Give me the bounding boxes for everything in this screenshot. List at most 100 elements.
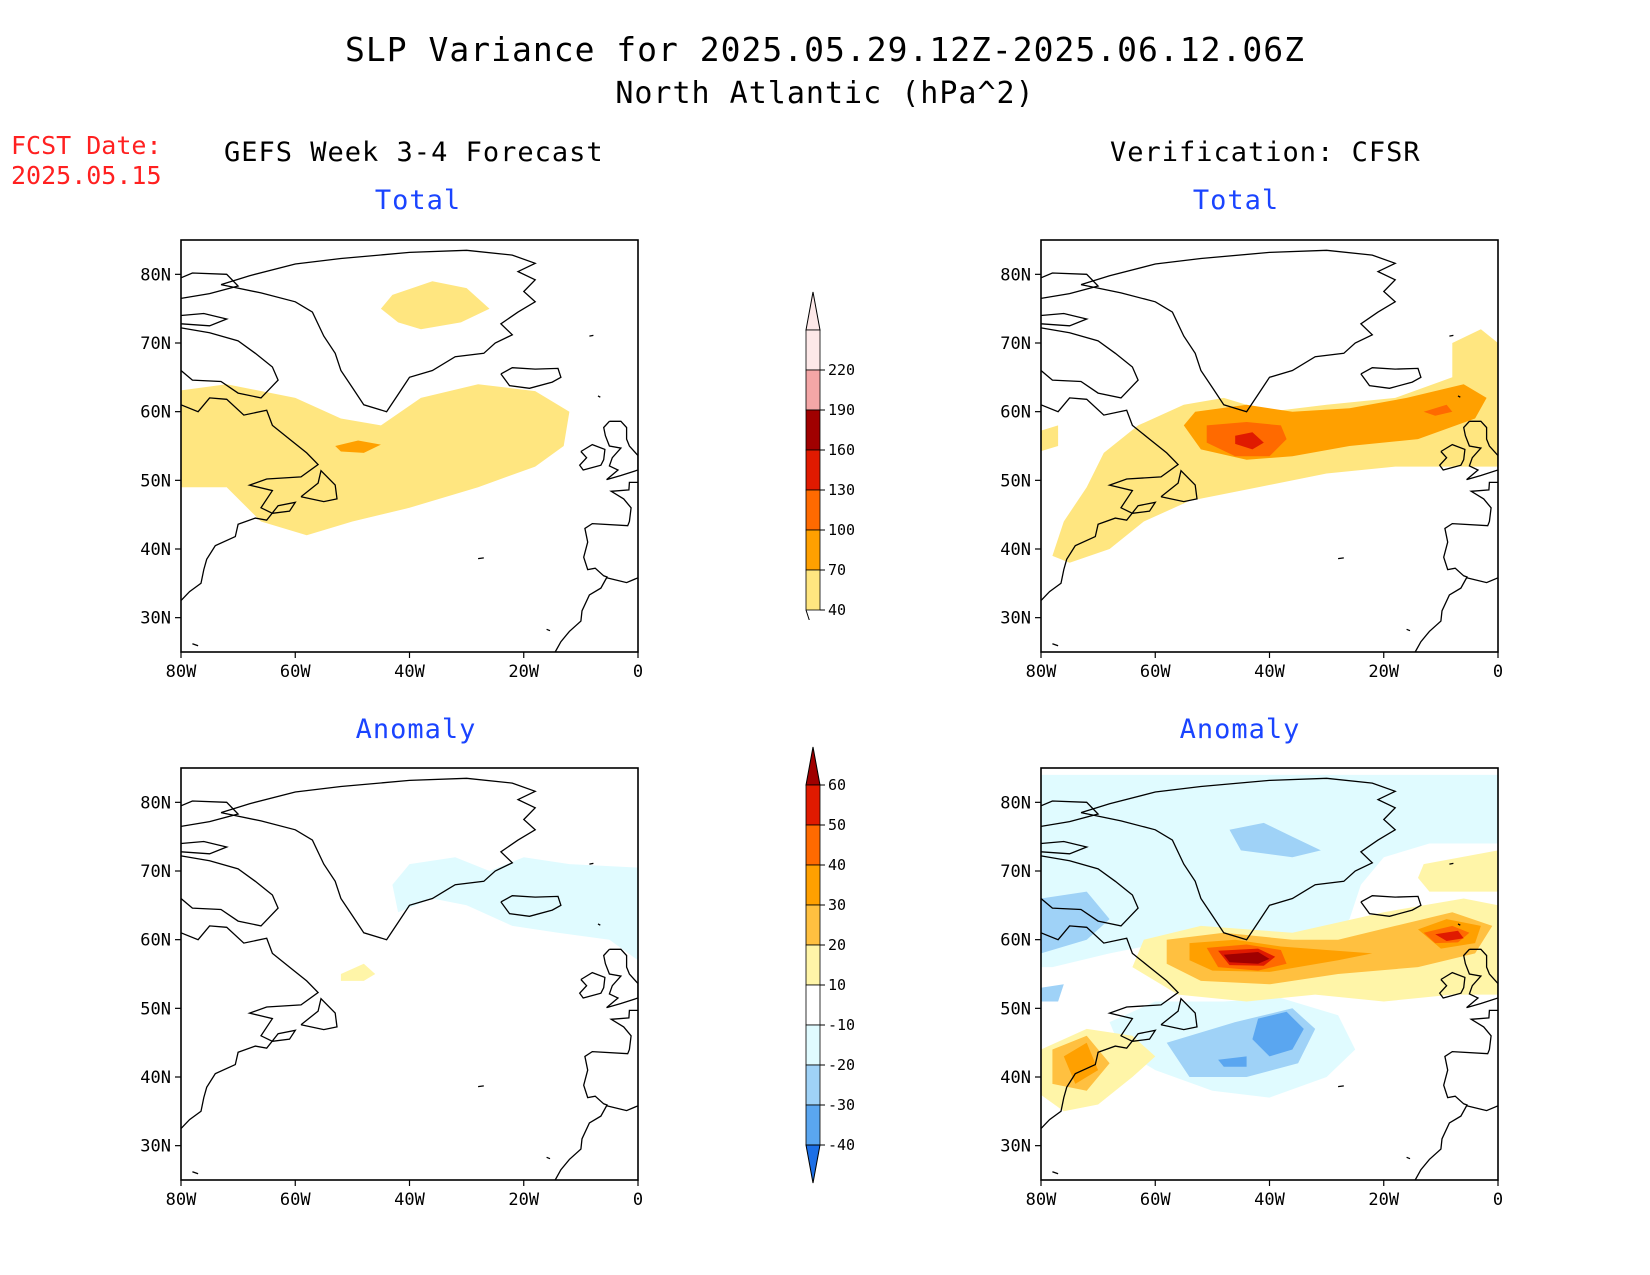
colorbar-upper-extension xyxy=(805,746,821,786)
colorbar-box xyxy=(805,904,821,946)
forecast-total-map: 80N 70N 60N 50N 40N 30N 80W 60W 40W 20W 0 xyxy=(140,239,643,682)
lon-label: 0 xyxy=(1493,662,1503,682)
total-colorbar: 220 190 160 130 100 70 40 xyxy=(805,291,855,620)
lon-label: 60W xyxy=(1140,1190,1171,1210)
lon-label: 0 xyxy=(633,1190,643,1210)
coastline-13 xyxy=(478,557,484,560)
lat-label: 80N xyxy=(1000,265,1031,285)
lon-label: 20W xyxy=(508,1190,539,1210)
colorbar-box xyxy=(805,369,821,411)
coastline-15 xyxy=(192,643,199,647)
coastline-0 xyxy=(220,249,537,413)
coastline-1 xyxy=(1041,800,1100,828)
coastline-14 xyxy=(1406,1156,1411,1160)
colorbar-level-label: 100 xyxy=(828,521,855,539)
colorbar-level-label: 40 xyxy=(828,856,846,874)
coastlines xyxy=(181,249,638,652)
contour-region-1 xyxy=(380,281,490,330)
colorbar-box xyxy=(805,1064,821,1106)
lon-label: 80W xyxy=(1026,1190,1057,1210)
verification-total-map: 80N 70N 60N 50N 40N 30N 80W 60W 40W 20W 0 xyxy=(1000,239,1503,682)
colorbar-box xyxy=(805,489,821,531)
coastline-6 xyxy=(1360,367,1422,389)
coastline-0 xyxy=(1080,777,1397,941)
forecast-total-label: Total xyxy=(374,185,462,216)
lon-label: 0 xyxy=(633,662,643,682)
coastline-5 xyxy=(1160,997,1198,1031)
coastline-6 xyxy=(1360,895,1422,917)
colorbar-level-label: 220 xyxy=(828,361,855,379)
verification-anomaly-map: 80N 70N 60N 50N 40N 30N 80W 60W 40W 20W 0 xyxy=(1000,767,1503,1210)
coastline-8 xyxy=(1457,923,1461,926)
lon-label: 20W xyxy=(1368,1190,1399,1210)
lat-label: 50N xyxy=(1000,471,1031,491)
map-frame xyxy=(180,767,639,1181)
lat-label: 40N xyxy=(140,540,171,560)
colorbar-level-label: 70 xyxy=(828,561,846,579)
coastlines xyxy=(1041,249,1498,652)
coastline-4 xyxy=(181,925,320,1129)
contour-region-13 xyxy=(1063,1042,1099,1084)
coastline-8 xyxy=(597,923,601,926)
lat-label: 60N xyxy=(1000,931,1031,951)
contour-region-0 xyxy=(392,857,638,961)
lat-label: 60N xyxy=(140,931,171,951)
lat-label: 50N xyxy=(140,471,171,491)
lat-label: 40N xyxy=(1000,1068,1031,1088)
lon-label: 20W xyxy=(1368,662,1399,682)
coastline-3 xyxy=(1041,855,1139,927)
coastline-10 xyxy=(1438,971,1466,999)
right-column-title: Verification: CFSR xyxy=(1110,137,1421,168)
contour-region-1 xyxy=(1041,425,1059,452)
lon-label: 0 xyxy=(1493,1190,1503,1210)
coastline-7 xyxy=(589,334,594,337)
coastline-2 xyxy=(1041,312,1089,327)
coastline-9 xyxy=(1462,948,1498,1009)
colorbar-level-label: 20 xyxy=(828,936,846,954)
colorbar-lower-extension xyxy=(805,1144,821,1184)
lat-label: 40N xyxy=(140,1068,171,1088)
contour-region-0 xyxy=(181,384,570,536)
lon-label: 40W xyxy=(394,662,425,682)
coastline-2 xyxy=(1041,840,1089,855)
coastline-13 xyxy=(1338,1085,1344,1088)
lat-label: 80N xyxy=(140,265,171,285)
colorbar-box xyxy=(805,409,821,451)
coastline-11 xyxy=(583,481,638,578)
contour-region-20 xyxy=(1223,952,1270,964)
coastline-13 xyxy=(478,1085,484,1088)
coastline-4 xyxy=(1041,397,1180,601)
colorbar-box xyxy=(805,944,821,986)
contour-region-6 xyxy=(1252,1011,1304,1057)
coastline-6 xyxy=(500,367,562,389)
contour-region-1 xyxy=(340,963,376,981)
lat-label: 50N xyxy=(1000,999,1031,1019)
lat-label: 70N xyxy=(140,862,171,882)
lat-label: 30N xyxy=(140,609,171,629)
coastline-11 xyxy=(1443,481,1498,578)
axes: 80N 70N 60N 50N 40N 30N 80W 60W 40W 20W 0 xyxy=(1000,239,1503,682)
verification-anomaly-label: Anomaly xyxy=(1179,714,1301,745)
coastline-6 xyxy=(500,895,562,917)
coastline-11 xyxy=(583,1009,638,1106)
lon-label: 40W xyxy=(394,1190,425,1210)
coastline-2 xyxy=(181,840,229,855)
colorbar-level-label: -20 xyxy=(828,1056,855,1074)
coastline-12 xyxy=(1414,1105,1498,1180)
colorbar-box xyxy=(805,529,821,571)
colorbar-box xyxy=(805,449,821,491)
coastline-8 xyxy=(597,395,601,398)
lon-label: 40W xyxy=(1254,1190,1285,1210)
coastline-0 xyxy=(220,777,537,941)
colorbar-level-label: 130 xyxy=(828,481,855,499)
colorbar-box xyxy=(805,1104,821,1146)
coastline-5 xyxy=(300,469,338,503)
colorbar-level-label: 30 xyxy=(828,896,846,914)
lon-label: 80W xyxy=(166,1190,197,1210)
colorbar-level-label: 160 xyxy=(828,441,855,459)
lat-label: 70N xyxy=(1000,334,1031,354)
colorbar-level-label: 50 xyxy=(828,816,846,834)
colorbar-box xyxy=(805,329,821,371)
lon-label: 80W xyxy=(166,662,197,682)
shading xyxy=(340,857,638,981)
